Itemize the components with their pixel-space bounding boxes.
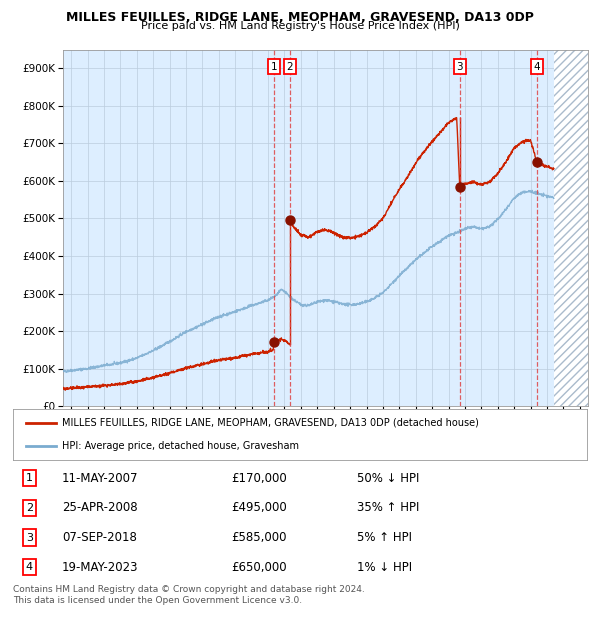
- Bar: [554, 50, 588, 406]
- Text: MILLES FEUILLES, RIDGE LANE, MEOPHAM, GRAVESEND, DA13 0DP (detached house): MILLES FEUILLES, RIDGE LANE, MEOPHAM, GR…: [62, 418, 479, 428]
- Text: 1% ↓ HPI: 1% ↓ HPI: [358, 561, 412, 574]
- Text: 07-SEP-2018: 07-SEP-2018: [62, 531, 137, 544]
- Text: 25-APR-2008: 25-APR-2008: [62, 502, 137, 514]
- Text: 2: 2: [286, 62, 293, 72]
- Text: 1: 1: [26, 473, 33, 483]
- Text: HPI: Average price, detached house, Gravesham: HPI: Average price, detached house, Grav…: [62, 441, 299, 451]
- Text: £495,000: £495,000: [231, 502, 287, 514]
- Text: 35% ↑ HPI: 35% ↑ HPI: [358, 502, 420, 514]
- Text: MILLES FEUILLES, RIDGE LANE, MEOPHAM, GRAVESEND, DA13 0DP: MILLES FEUILLES, RIDGE LANE, MEOPHAM, GR…: [66, 11, 534, 24]
- Text: 19-MAY-2023: 19-MAY-2023: [62, 561, 139, 574]
- Text: 4: 4: [533, 62, 540, 72]
- Text: 50% ↓ HPI: 50% ↓ HPI: [358, 472, 420, 484]
- Text: 3: 3: [457, 62, 463, 72]
- Text: £170,000: £170,000: [231, 472, 287, 484]
- Text: Price paid vs. HM Land Registry's House Price Index (HPI): Price paid vs. HM Land Registry's House …: [140, 21, 460, 31]
- Text: Contains HM Land Registry data © Crown copyright and database right 2024.
This d: Contains HM Land Registry data © Crown c…: [13, 585, 365, 604]
- Text: 3: 3: [26, 533, 33, 542]
- Text: 1: 1: [271, 62, 277, 72]
- Text: 4: 4: [26, 562, 33, 572]
- Text: 5% ↑ HPI: 5% ↑ HPI: [358, 531, 412, 544]
- Text: £650,000: £650,000: [231, 561, 287, 574]
- Text: 2: 2: [26, 503, 33, 513]
- Text: £585,000: £585,000: [231, 531, 287, 544]
- Text: 11-MAY-2007: 11-MAY-2007: [62, 472, 139, 484]
